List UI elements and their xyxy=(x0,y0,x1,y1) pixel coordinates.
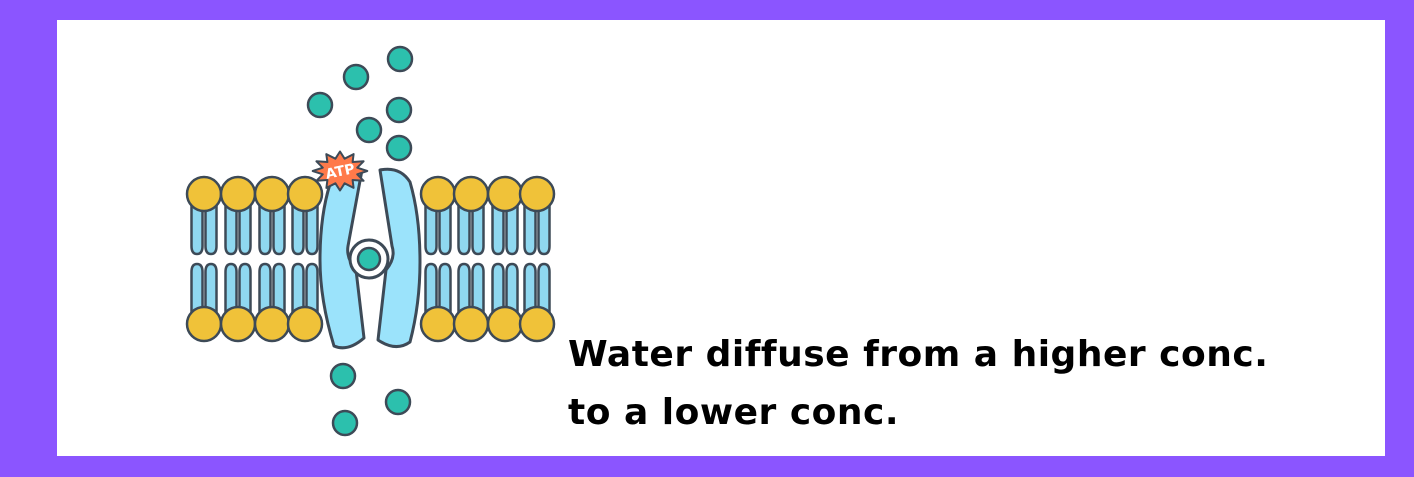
lipid-tail-icon xyxy=(457,204,471,256)
lipid-tail-icon xyxy=(305,262,319,314)
phospholipid-head-icon xyxy=(419,175,457,213)
lipid-tail-icon xyxy=(272,204,286,256)
lipid-tails xyxy=(190,204,551,314)
atp-label: ATP xyxy=(324,161,356,183)
phospholipid-head-icon xyxy=(253,305,291,343)
water-molecule-icon xyxy=(331,409,359,437)
lipid-tail-icon xyxy=(238,204,252,256)
lipid-tail-icon xyxy=(523,262,537,314)
water-molecule-icon xyxy=(385,96,413,124)
lipid-tail-icon xyxy=(291,204,305,256)
lipid-tail-icon xyxy=(438,204,452,256)
phospholipid-head-icon xyxy=(486,305,524,343)
phospholipid-head-icon xyxy=(518,175,556,213)
lipid-tail-icon xyxy=(438,262,452,314)
caption-line-1: Water diffuse from a higher conc. xyxy=(568,334,1269,375)
lipid-tail-icon xyxy=(424,262,438,314)
water-molecule-icon xyxy=(306,91,334,119)
lipid-tail-icon xyxy=(190,262,204,314)
lipid-tail-icon xyxy=(272,262,286,314)
phospholipid-head-icon xyxy=(185,305,223,343)
phospholipid-head-icon xyxy=(185,175,223,213)
lipid-tail-icon xyxy=(424,204,438,256)
lipid-tail-icon xyxy=(471,204,485,256)
lipid-tail-icon xyxy=(537,204,551,256)
lipid-tail-icon xyxy=(471,262,485,314)
water-molecule-icon xyxy=(355,116,383,144)
lipid-tail-icon xyxy=(224,262,238,314)
phospholipid-head-icon xyxy=(518,305,556,343)
lipid-tail-icon xyxy=(505,204,519,256)
lipid-tail-icon xyxy=(224,204,238,256)
atp-burst-icon: ATP xyxy=(311,150,369,192)
lipid-tail-icon xyxy=(491,204,505,256)
phospholipid-head-icon xyxy=(219,305,257,343)
phospholipid-head-icon xyxy=(452,175,490,213)
channel-protein xyxy=(318,167,422,350)
lipid-tail-icon xyxy=(190,204,204,256)
phospholipid-head-icon xyxy=(419,305,457,343)
lipid-tail-icon xyxy=(238,262,252,314)
water-molecule-icon xyxy=(342,63,370,91)
lipid-tail-icon xyxy=(491,262,505,314)
phospholipid-head-icon xyxy=(253,175,291,213)
lipid-tail-icon xyxy=(204,204,218,256)
phospholipid-head-icon xyxy=(486,175,524,213)
caption-line-2: to a lower conc. xyxy=(568,392,900,433)
water-molecule-icon xyxy=(386,45,414,73)
lipid-tail-icon xyxy=(258,262,272,314)
lipid-tail-icon xyxy=(305,204,319,256)
water-molecule-icon xyxy=(384,388,412,416)
lipid-tail-icon xyxy=(204,262,218,314)
phospholipid-head-icon xyxy=(286,175,324,213)
phospholipid-head-icon xyxy=(452,305,490,343)
phospholipid-heads xyxy=(185,175,556,343)
lipid-tail-icon xyxy=(505,262,519,314)
caption: Water diffuse from a higher conc. to a l… xyxy=(568,326,1368,442)
water-molecule-icon xyxy=(385,134,413,162)
water-molecule-icon xyxy=(356,246,382,272)
lipid-tail-icon xyxy=(457,262,471,314)
water-molecules xyxy=(306,45,414,437)
phospholipid-head-icon xyxy=(286,305,324,343)
lipid-tail-icon xyxy=(258,204,272,256)
lipid-tail-icon xyxy=(537,262,551,314)
water-molecule-icon xyxy=(329,362,357,390)
channel-protein-right xyxy=(376,167,422,348)
lipid-tail-icon xyxy=(523,204,537,256)
lipid-tail-icon xyxy=(291,262,305,314)
phospholipid-head-icon xyxy=(219,175,257,213)
